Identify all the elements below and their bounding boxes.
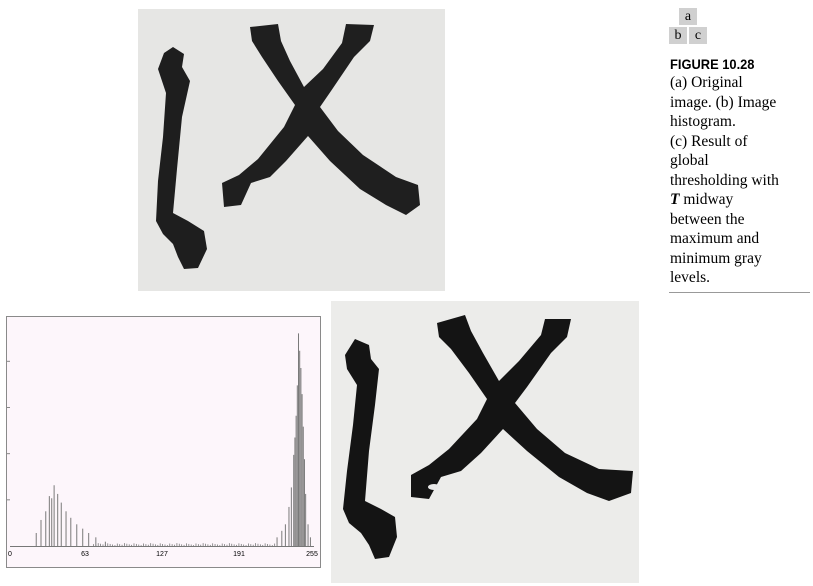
caption-line: (c) Result of [670, 132, 748, 150]
caption-midway: midway [679, 191, 734, 208]
caption-line: maximum and [670, 230, 760, 247]
figure-label: FIGURE 10.28 [670, 56, 755, 72]
caption-line: between the [670, 210, 745, 228]
x-tick-label: 0 [8, 551, 12, 558]
figure-caption: FIGURE 10.28 (a) Original image. (b) Ima… [670, 55, 810, 288]
x-tick-label: 127 [156, 551, 168, 558]
x-tick-label: 255 [306, 551, 318, 558]
caption-t-symbol: T [670, 191, 680, 208]
caption-line: image. (b) Image [670, 93, 777, 111]
thresholded-image-panel [331, 301, 639, 583]
histogram-chart [7, 333, 314, 547]
histogram-panel [6, 316, 321, 568]
caption-body: (a) Original image. (b) Image histogram.… [670, 73, 810, 288]
x-tick-label: 191 [233, 551, 245, 558]
caption-divider [669, 292, 810, 293]
key-c: c [689, 27, 707, 44]
caption-line: levels. [670, 269, 711, 286]
caption-line: (a) Original [670, 74, 743, 91]
caption-line: histogram. [670, 113, 736, 130]
key-b: b [669, 27, 687, 44]
caption-line: minimum gray [670, 249, 762, 267]
caption-line: global [670, 152, 709, 169]
original-image [156, 24, 420, 269]
x-tick-label: 63 [81, 551, 89, 558]
original-image-panel [138, 9, 445, 291]
thresholded-image [343, 315, 633, 559]
caption-line: thresholding with [670, 171, 779, 189]
key-a: a [679, 8, 697, 25]
caption-line-t: T midway [670, 190, 810, 210]
